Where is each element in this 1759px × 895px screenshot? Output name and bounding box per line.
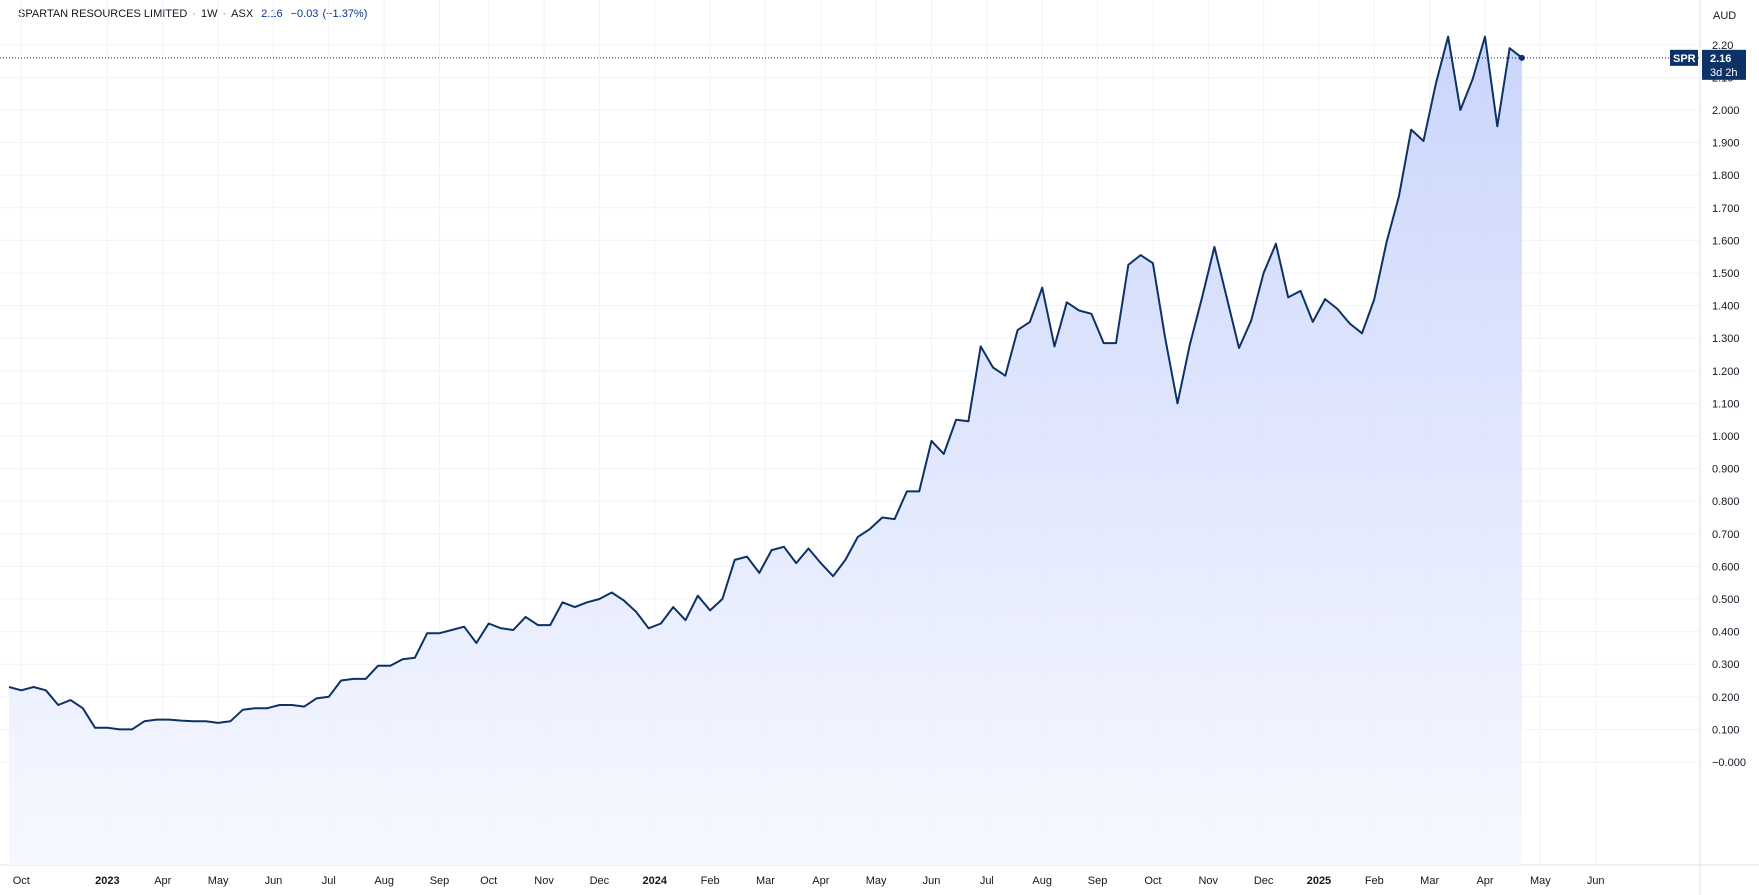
price-axis-tick-label: 1.600	[1712, 235, 1740, 247]
currency-label[interactable]: AUD	[1713, 10, 1737, 22]
area-fill	[9, 36, 1522, 866]
time-axis-tick-label: 2025	[1307, 875, 1331, 887]
time-axis-tick-label: May	[1530, 875, 1551, 887]
header-separator: ·	[192, 8, 196, 20]
price-axis-tick-label: 1.100	[1712, 398, 1740, 410]
time-axis-tick-label: May	[208, 875, 229, 887]
time-axis-tick-label: Jun	[1587, 875, 1605, 887]
time-axis-tick-label: Oct	[13, 875, 30, 887]
time-axis-tick-label: Sep	[1088, 875, 1108, 887]
time-axis-tick-label: Dec	[590, 875, 610, 887]
price-axis-tick-label: 0.500	[1712, 594, 1740, 606]
symbol-badge-text: SPR	[1673, 53, 1696, 65]
price-axis-tick-label: −0.000	[1712, 757, 1746, 769]
time-axis-tick-label: Apr	[1476, 875, 1493, 887]
time-axis[interactable]: Oct 2023 Apr May Jun Jul Aug Sep Oct Nov Dec 2024 Fe…	[13, 875, 1605, 887]
time-axis-tick-label: Oct	[1144, 875, 1161, 887]
time-axis-tick-label: Sep	[430, 875, 450, 887]
header-price: 2.16	[261, 8, 283, 20]
time-axis-tick-label: Aug	[374, 875, 394, 887]
time-axis-tick-label: Mar	[756, 875, 775, 887]
time-axis-tick-label: Jun	[923, 875, 941, 887]
interval-label[interactable]: 1W	[200, 8, 218, 20]
symbol-badge	[1670, 49, 1698, 66]
time-axis-tick-label: 2023	[95, 875, 119, 887]
price-axis-tick-label: 0.300	[1712, 659, 1740, 671]
price-badge-value: 2.16	[1710, 53, 1731, 65]
time-axis-tick-label: 2024	[643, 875, 668, 887]
time-axis-tick-label: Feb	[701, 875, 720, 887]
time-axis-tick-label: Nov	[1198, 875, 1218, 887]
price-axis-tick-label: 1.000	[1712, 431, 1740, 443]
time-axis-tick-label: Mar	[1420, 875, 1439, 887]
price-axis-tick-label: 0.200	[1712, 692, 1740, 704]
time-axis-tick-label: Feb	[1365, 875, 1384, 887]
time-axis-tick-label: May	[866, 875, 887, 887]
price-badge-countdown: 3d 2h	[1710, 67, 1738, 79]
time-axis-tick-label: Jun	[265, 875, 283, 887]
time-axis-tick-label: Oct	[480, 875, 497, 887]
exchange-label: ASX	[231, 8, 254, 20]
price-axis-tick-label: 1.300	[1712, 333, 1740, 345]
time-axis-tick-label: Jul	[322, 875, 336, 887]
header-change: −0.03	[290, 8, 319, 20]
time-axis-tick-label: Apr	[812, 875, 829, 887]
price-axis-tick-label: 0.100	[1712, 724, 1740, 736]
price-axis[interactable]: 2.202.102.0001.9001.8001.7001.6001.5001.…	[1712, 40, 1746, 769]
time-axis-tick-label: Apr	[154, 875, 171, 887]
time-axis-tick-label: Jul	[980, 875, 994, 887]
time-axis-tick-label: Aug	[1032, 875, 1052, 887]
price-axis-tick-label: 0.600	[1712, 561, 1740, 573]
price-axis-tick-label: 1.400	[1712, 301, 1740, 313]
price-axis-tick-label: 2.20	[1712, 40, 1733, 52]
price-axis-tick-label: 1.700	[1712, 203, 1740, 215]
price-line	[8, 35, 1523, 731]
price-axis-tick-label: 2.000	[1712, 105, 1740, 117]
last-price-dot	[1518, 54, 1525, 61]
time-axis-tick-label: Dec	[1254, 875, 1274, 887]
symbol-name[interactable]: SPARTAN RESOURCES LIMITED	[18, 8, 188, 20]
price-axis-tick-label: 0.800	[1712, 496, 1740, 508]
price-axis-tick-label: 0.900	[1712, 464, 1740, 476]
header-separator: ·	[222, 8, 227, 20]
price-axis-tick-label: 1.200	[1712, 366, 1740, 378]
price-axis-tick-label: 0.700	[1712, 529, 1740, 541]
header-change-pct: (−1.37%)	[322, 8, 368, 20]
price-axis-tick-label: 1.500	[1712, 268, 1740, 280]
last-price-label: SPR 2.16 3d 2h	[1670, 49, 1746, 80]
time-axis-tick-label: Nov	[534, 875, 554, 887]
price-badge	[1702, 49, 1746, 80]
price-axis-tick-label: 0.400	[1712, 627, 1740, 639]
price-axis-tick-label: 1.800	[1712, 170, 1740, 182]
price-axis-tick-label: 1.900	[1712, 138, 1740, 150]
chart-header: SPARTAN RESOURCES LIMITED · 1W · ASX 2.1…	[18, 8, 367, 20]
